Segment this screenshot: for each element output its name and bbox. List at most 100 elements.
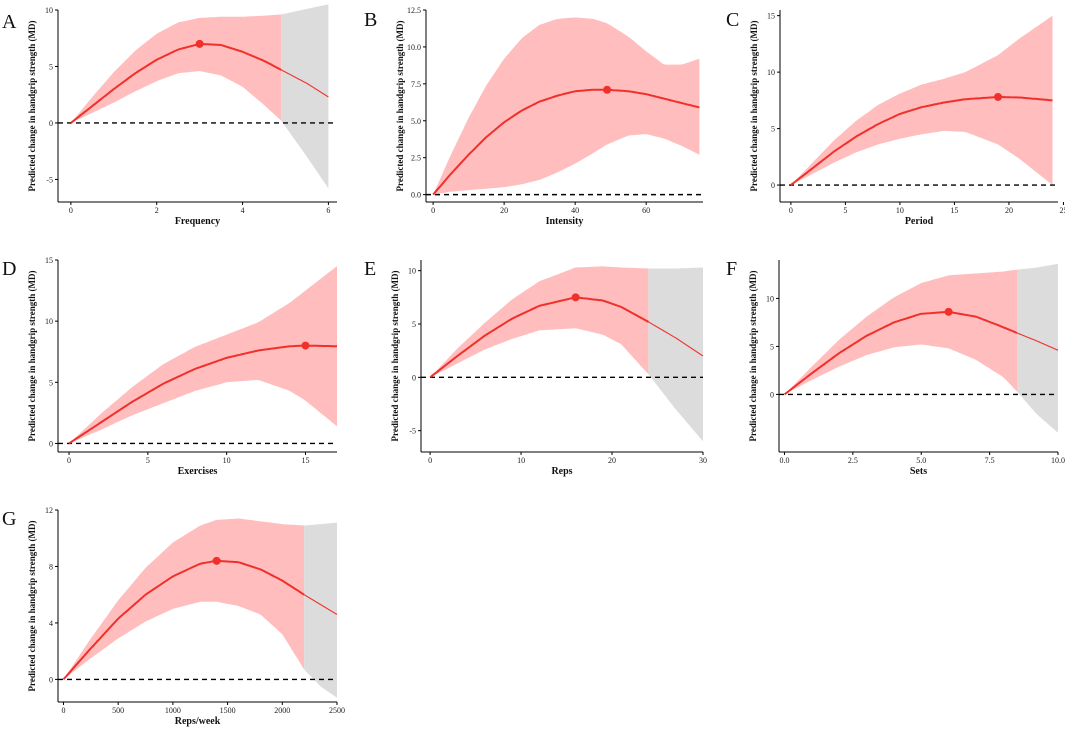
panel-a-ytick-label: 5 bbox=[49, 62, 53, 71]
panel-d-ytick-label: 5 bbox=[49, 378, 53, 387]
panel-a-xtick-label: 2 bbox=[155, 206, 159, 215]
panel-a-ci-band-extrapolated bbox=[281, 4, 329, 189]
panel-g-xtick-label: 0 bbox=[61, 706, 65, 715]
panel-e-ytick-label: -5 bbox=[409, 427, 416, 436]
panel-c-xtick-label: 15 bbox=[950, 206, 958, 215]
panel-c-xtick-label: 20 bbox=[1005, 206, 1013, 215]
panel-g-xtick-label: 1000 bbox=[165, 706, 181, 715]
panel-a-ytick-label: -5 bbox=[46, 175, 53, 184]
panel-e-ci-band-extrapolated bbox=[648, 267, 703, 442]
panel-c-optimum-point bbox=[994, 92, 1003, 101]
panel-a: A 0 2 4 6 -5 0 5 10 Frequency Predicted change in … bbox=[2, 4, 337, 227]
panel-f-letter: F bbox=[726, 258, 737, 280]
panel-d-ytick-label: 0 bbox=[49, 439, 53, 448]
panel-a-fit-line-extrapolated bbox=[281, 69, 329, 98]
panel-b-ytick-label: 5.0 bbox=[411, 117, 421, 126]
panel-g-xtick-label: 500 bbox=[112, 706, 124, 715]
panel-f-ytick-label: 0 bbox=[770, 390, 774, 399]
panel-e-ytick-label: 0 bbox=[412, 373, 416, 382]
panel-g-ylabel: Predicted change in handgrip strength (M… bbox=[27, 521, 37, 692]
panel-g-xlabel: Reps/week bbox=[175, 716, 221, 727]
panel-f-xtick-label: 0.0 bbox=[779, 456, 789, 465]
panel-d-xlabel: Exercises bbox=[178, 466, 218, 477]
panel-d-xtick-label: 0 bbox=[67, 456, 71, 465]
panel-c-xtick-label: 0 bbox=[789, 206, 793, 215]
panel-c-xtick-label: 25 bbox=[1059, 206, 1065, 215]
panel-e-ytick-label: 10 bbox=[408, 267, 416, 276]
panel-b-xtick-label: 60 bbox=[642, 206, 650, 215]
panel-a-xtick-label: 6 bbox=[326, 206, 330, 215]
panel-e-xtick-label: 30 bbox=[699, 456, 707, 465]
panel-e-fit-line-extrapolated bbox=[648, 321, 704, 357]
panel-g-xtick-label: 2500 bbox=[329, 706, 345, 715]
panel-c-ytick-label: 0 bbox=[771, 181, 775, 190]
panel-e-ytick-label: 5 bbox=[412, 320, 416, 329]
panel-b-ci-band bbox=[433, 17, 700, 195]
panel-d-letter: D bbox=[2, 258, 16, 280]
panel-f-xtick-label: 7.5 bbox=[985, 456, 995, 465]
panel-c: C 0 5 10 15 20 25 0 5 10 15 Period Predicted change … bbox=[726, 9, 1065, 227]
panel-d-ytick-label: 10 bbox=[45, 317, 53, 326]
panel-f-ci-band bbox=[784, 269, 1017, 395]
panel-f-ylabel: Predicted change in handgrip strength (M… bbox=[748, 271, 758, 442]
panel-b-ytick-label: 0.0 bbox=[411, 191, 421, 200]
panel-g-ytick-label: 12 bbox=[45, 506, 53, 515]
panel-f-xtick-label: 2.5 bbox=[848, 456, 858, 465]
panel-a-xtick-label: 4 bbox=[241, 206, 245, 215]
panel-e-letter: E bbox=[364, 258, 376, 280]
panel-f-ci-band-extrapolated bbox=[1017, 263, 1058, 433]
panel-a-fit-line bbox=[70, 42, 282, 124]
panel-a-ylabel: Predicted change in handgrip strength (M… bbox=[27, 21, 37, 192]
panel-c-ytick-label: 15 bbox=[767, 12, 775, 21]
panel-c-ylabel: Predicted change in handgrip strength (M… bbox=[749, 21, 759, 192]
panel-b-ytick-label: 10.0 bbox=[407, 43, 421, 52]
panel-g-ytick-label: 8 bbox=[49, 562, 53, 571]
panel-d-xtick-label: 10 bbox=[223, 456, 231, 465]
panel-g-ci-band bbox=[63, 518, 305, 680]
panel-g-ytick-label: 4 bbox=[49, 619, 53, 628]
panel-g-xtick-label: 1500 bbox=[220, 706, 236, 715]
panel-a-ytick-label: 10 bbox=[45, 6, 53, 15]
panel-b-ytick-label: 7.5 bbox=[411, 80, 421, 89]
panel-a-xlabel: Frequency bbox=[175, 216, 220, 227]
panel-g-letter: G bbox=[2, 508, 16, 530]
panel-f-fit-line-extrapolated bbox=[1016, 332, 1059, 351]
panel-b-ylabel: Predicted change in handgrip strength (M… bbox=[395, 21, 405, 192]
panel-f-ytick-label: 5 bbox=[770, 342, 774, 351]
panel-c-ci-band bbox=[790, 15, 1053, 186]
panel-e-optimum-point bbox=[571, 293, 580, 302]
panel-b-xlabel: Intensity bbox=[546, 216, 584, 227]
panel-g-ci-band-extrapolated bbox=[304, 522, 337, 698]
panel-g-optimum-point bbox=[212, 556, 221, 565]
panel-d-fit-line bbox=[68, 344, 337, 445]
panel-a-optimum-point bbox=[195, 39, 204, 48]
panel-f-ytick-label: 10 bbox=[766, 294, 774, 303]
panel-a-ci-band bbox=[70, 14, 282, 123]
panel-c-xtick-label: 5 bbox=[843, 206, 847, 215]
panel-g: G 0 500 1000 1500 2000 2500 0 4 8 12 Reps/week Predi… bbox=[2, 506, 345, 727]
panel-b-optimum-point bbox=[603, 85, 612, 94]
panel-a-letter: A bbox=[2, 11, 17, 33]
panel-b-letter: B bbox=[364, 9, 377, 31]
panel-b-xtick-label: 20 bbox=[500, 206, 508, 215]
panel-d-xtick-label: 5 bbox=[146, 456, 150, 465]
panel-f-optimum-point bbox=[944, 307, 953, 316]
panel-g-fit-line bbox=[62, 559, 305, 681]
panel-e-ci-band bbox=[430, 266, 649, 378]
panel-a-xtick-label: 0 bbox=[69, 206, 73, 215]
panel-e: E 0 10 20 30 -5 0 5 10 Reps Predicted change in ha… bbox=[364, 258, 707, 477]
panel-c-xtick-label: 10 bbox=[896, 206, 904, 215]
panel-e-xtick-label: 20 bbox=[608, 456, 616, 465]
panel-e-fit-line bbox=[429, 296, 649, 379]
panel-c-letter: C bbox=[726, 9, 739, 31]
panel-f-fit-line bbox=[783, 310, 1018, 396]
panel-e-xtick-label: 10 bbox=[517, 456, 525, 465]
panel-c-xlabel: Period bbox=[905, 216, 934, 227]
panel-g-xtick-label: 2000 bbox=[274, 706, 290, 715]
panel-e-xlabel: Reps bbox=[551, 466, 572, 477]
panel-f-xtick-label: 5.0 bbox=[916, 456, 926, 465]
panel-d-optimum-point bbox=[301, 341, 310, 350]
panel-b-fit-line bbox=[432, 88, 700, 196]
panel-c-fit-line bbox=[790, 95, 1053, 186]
